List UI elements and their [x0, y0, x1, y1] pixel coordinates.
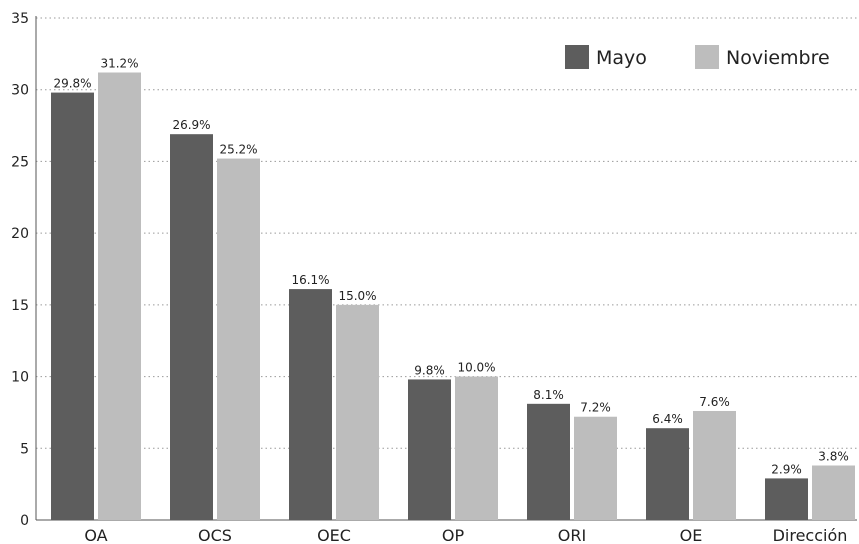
x-tick-label: Dirección [773, 526, 848, 544]
bar-noviembre-dirección [812, 465, 855, 520]
data-label: 7.2% [580, 401, 611, 415]
bar-noviembre-oa [98, 72, 141, 520]
data-label: 29.8% [53, 77, 91, 91]
y-tick-label: 20 [11, 226, 29, 242]
bar-noviembre-ocs [217, 158, 260, 520]
x-tick-label: ORI [558, 526, 586, 544]
bar-mayo-ori [527, 403, 570, 520]
y-tick-label: 15 [11, 298, 29, 314]
x-tick-label: OEC [317, 526, 351, 544]
y-tick-label: 0 [20, 513, 29, 529]
grid-lines [36, 17, 857, 449]
data-label: 9.8% [414, 363, 445, 377]
data-labels: 29.8% 31.2% 26.9% 25.2% 16.1% 15.0% 9.8% 10.0% 8… [53, 57, 848, 477]
bar-mayo-oec [289, 289, 332, 520]
bar-mayo-op [408, 379, 451, 520]
bar-noviembre-ori [574, 416, 617, 520]
data-label: 6.4% [652, 412, 683, 426]
data-label: 31.2% [100, 57, 138, 71]
y-tick-label: 5 [20, 441, 29, 457]
bar-noviembre-oec [336, 304, 379, 520]
data-label: 25.2% [219, 143, 257, 157]
x-tick-label: OA [84, 526, 107, 544]
y-tick-label: 30 [11, 83, 29, 99]
bar-noviembre-op [455, 376, 498, 520]
bar-mayo-ocs [170, 134, 213, 521]
y-tick-label: 25 [11, 154, 29, 170]
data-label: 16.1% [291, 273, 329, 287]
bar-mayo-oe [646, 428, 689, 520]
legend-label-mayo: Mayo [596, 47, 647, 69]
legend: Mayo Noviembre [565, 45, 830, 69]
y-tick-label: 10 [11, 370, 29, 386]
data-label: 10.0% [457, 361, 495, 375]
bars [51, 72, 855, 521]
bar-mayo-oa [51, 92, 94, 520]
y-tick-label: 35 [11, 11, 29, 27]
data-label: 26.9% [172, 118, 210, 132]
data-label: 7.6% [699, 395, 730, 409]
legend-swatch-noviembre [695, 45, 719, 69]
x-tick-label: OP [442, 526, 465, 544]
x-tick-label: OCS [198, 526, 232, 544]
legend-swatch-mayo [565, 45, 589, 69]
data-label: 8.1% [533, 388, 564, 402]
bar-mayo-dirección [765, 478, 808, 520]
data-label: 3.8% [818, 449, 849, 463]
bar-noviembre-oe [693, 410, 736, 520]
data-label: 15.0% [338, 289, 376, 303]
x-tick-label: OE [680, 526, 703, 544]
data-label: 2.9% [771, 462, 802, 476]
legend-label-noviembre: Noviembre [726, 47, 830, 69]
